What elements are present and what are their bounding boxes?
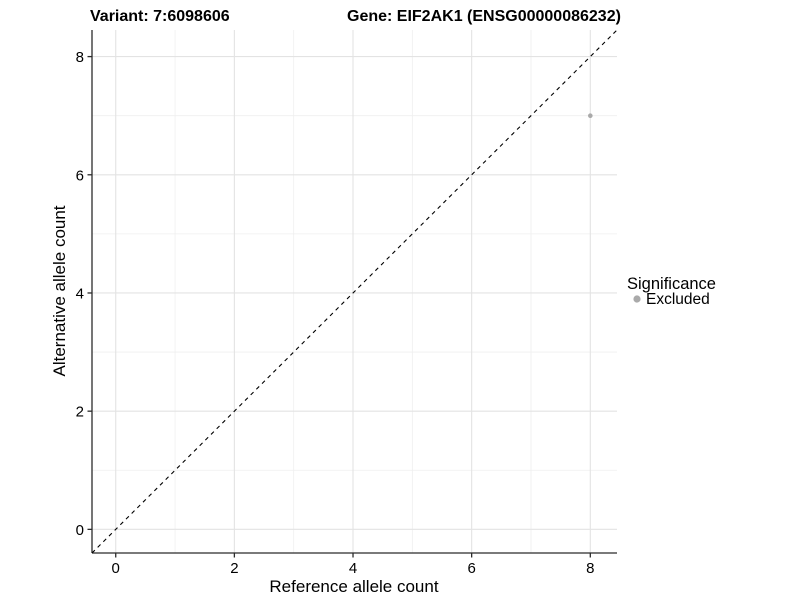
- y-tick-label: 6: [76, 167, 84, 184]
- plot-title-variant: Variant: 7:6098606: [90, 8, 230, 25]
- y-tick-label: 8: [76, 49, 84, 66]
- legend-key-dot-icon: [633, 295, 641, 303]
- legend: Significance Excluded: [627, 275, 716, 308]
- identity-line: [91, 29, 618, 554]
- x-tick-label: 4: [349, 560, 357, 577]
- tick-labels-layer: 0 2 4 6 8 0 2 4 6 8: [76, 49, 595, 577]
- geoms-layer: [91, 29, 618, 554]
- data-point: [588, 113, 593, 118]
- x-axis-title: Reference allele count: [269, 577, 438, 596]
- axes-layer: [91, 30, 617, 554]
- gridlines-layer: [92, 30, 617, 553]
- legend-title: Significance: [627, 275, 716, 293]
- legend-entry-label: Excluded: [646, 291, 710, 308]
- x-tick-label: 0: [112, 560, 120, 577]
- x-tick-label: 8: [586, 560, 594, 577]
- y-axis-title: Alternative allele count: [50, 205, 69, 376]
- x-tick-label: 6: [467, 560, 475, 577]
- y-tick-label: 4: [76, 285, 84, 302]
- y-tick-label: 0: [76, 522, 84, 539]
- x-tick-label: 2: [230, 560, 238, 577]
- plot-title-gene: Gene: EIF2AK1 (ENSG00000086232): [347, 8, 621, 25]
- y-tick-label: 2: [76, 404, 84, 421]
